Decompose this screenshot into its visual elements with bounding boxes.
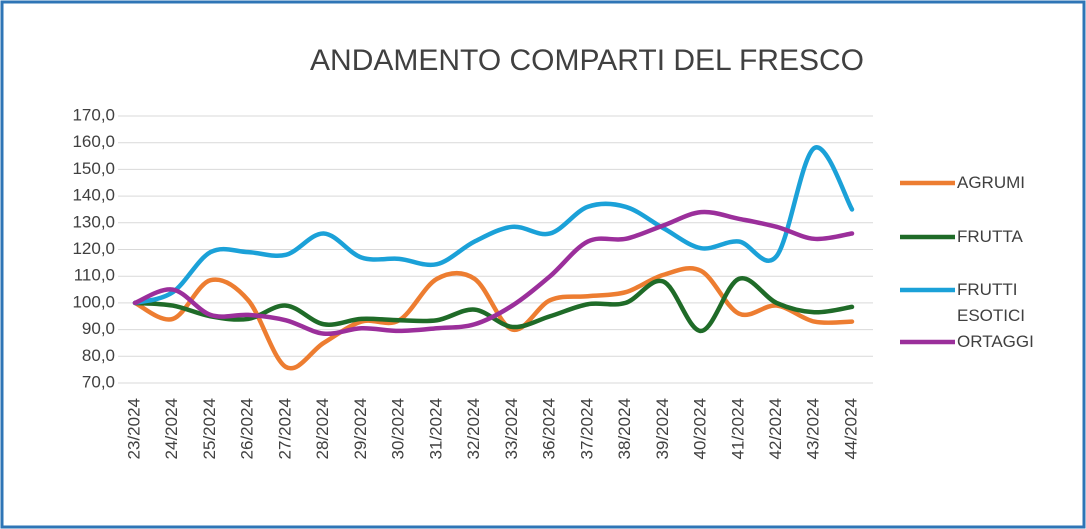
x-tick-label: 41/2024 <box>728 398 747 459</box>
x-tick-label: 28/2024 <box>313 398 332 459</box>
legend-label: ORTAGGI <box>957 332 1034 351</box>
y-tick-label: 80,0 <box>82 346 115 365</box>
y-tick-label: 150,0 <box>72 159 115 178</box>
x-tick-label: 36/2024 <box>540 398 559 459</box>
y-tick-label: 100,0 <box>72 292 115 311</box>
x-tick-label: 25/2024 <box>200 398 219 459</box>
series-line <box>132 145 855 306</box>
x-tick-label: 32/2024 <box>464 398 483 459</box>
y-tick-label: 160,0 <box>72 132 115 151</box>
series-line <box>132 209 855 337</box>
y-tick-label: 110,0 <box>74 266 115 285</box>
x-tick-label: 40/2024 <box>691 398 710 459</box>
legend-label: AGRUMI <box>957 173 1025 192</box>
y-tick-label: 90,0 <box>82 319 115 338</box>
x-tick-label: 37/2024 <box>577 398 596 459</box>
x-tick-label: 39/2024 <box>653 398 672 459</box>
x-tick-label: 43/2024 <box>804 398 823 459</box>
y-tick-label: 170,0 <box>72 105 115 124</box>
x-tick-label: 23/2024 <box>124 398 143 459</box>
x-tick-label: 44/2024 <box>841 398 860 459</box>
y-tick-label: 120,0 <box>72 239 115 258</box>
legend-label: FRUTTI ESOTICI <box>957 280 1026 325</box>
series-line <box>132 266 855 371</box>
series-line <box>132 276 855 334</box>
y-tick-label: 130,0 <box>72 212 115 231</box>
legend-label: FRUTTA <box>957 227 1023 246</box>
x-tick-label: 24/2024 <box>162 398 181 459</box>
y-tick-label: 70,0 <box>82 372 115 391</box>
x-tick-label: 29/2024 <box>351 398 370 459</box>
x-tick-label: 38/2024 <box>615 398 634 459</box>
x-tick-label: 26/2024 <box>238 398 257 459</box>
chart-title: ANDAMENTO COMPARTI DEL FRESCO <box>310 44 864 77</box>
x-tick-label: 31/2024 <box>426 398 445 459</box>
y-tick-label: 140,0 <box>72 186 115 205</box>
x-tick-label: 27/2024 <box>275 398 294 459</box>
x-tick-label: 33/2024 <box>502 398 521 459</box>
x-tick-label: 42/2024 <box>766 398 785 459</box>
x-tick-label: 30/2024 <box>389 398 408 459</box>
